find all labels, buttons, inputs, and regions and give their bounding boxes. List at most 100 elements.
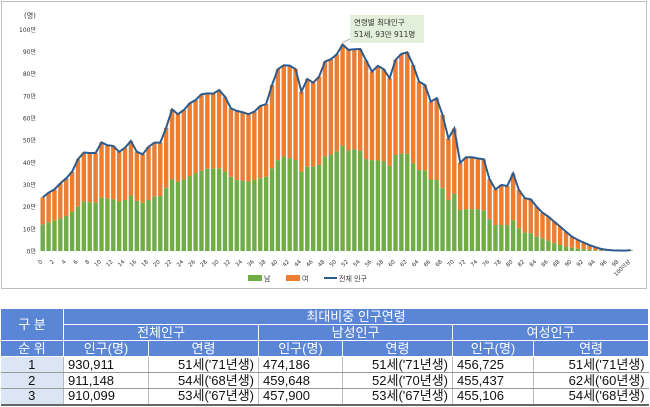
female-bar	[505, 186, 510, 226]
female-bar	[181, 109, 187, 180]
female-bar	[252, 111, 257, 181]
x-tick-label: 54	[352, 259, 362, 269]
legend-male-swatch	[248, 275, 262, 281]
male-bar	[187, 176, 192, 251]
female-bar	[81, 152, 87, 202]
female-bar	[163, 127, 169, 189]
x-tick-label: 94	[588, 259, 598, 269]
female-bar	[216, 90, 222, 169]
male-bar	[116, 201, 122, 251]
x-tick-label: 16	[129, 259, 139, 269]
female-bar	[205, 93, 210, 169]
male-bar	[475, 209, 481, 251]
age-cell: 52세('70년생)	[342, 372, 453, 389]
female-bar	[122, 147, 128, 201]
male-bar	[499, 225, 504, 251]
female-bar	[487, 179, 492, 220]
female-bar	[528, 199, 533, 234]
female-bar	[475, 158, 481, 210]
male-bar	[58, 218, 63, 251]
x-tick-label: 24	[176, 259, 186, 269]
male-bar	[481, 210, 486, 251]
annotation-line1: 연령별 최대인구	[354, 18, 405, 27]
male-bar	[569, 247, 575, 251]
x-tick-label: 90	[564, 259, 574, 269]
population-cell: 474,186	[258, 356, 343, 373]
male-bar	[140, 202, 145, 251]
male-bar	[346, 150, 351, 251]
population-cell: 930,911	[63, 356, 149, 373]
age-cell: 53세('67년생)	[148, 388, 259, 406]
female-bar	[310, 82, 316, 167]
male-bar	[169, 179, 175, 251]
annotation-line2: 51세, 93만 911명	[354, 30, 416, 39]
x-tick-label: 46	[305, 259, 315, 269]
female-bar	[193, 100, 198, 174]
male-bar	[299, 171, 304, 251]
male-bar	[446, 200, 451, 251]
male-bar	[64, 215, 69, 251]
male-bar	[505, 225, 510, 251]
female-bar	[446, 138, 451, 201]
x-tick-label: 98	[611, 259, 621, 269]
male-bar	[240, 180, 245, 251]
male-bar	[128, 195, 134, 251]
male-bar	[452, 194, 457, 251]
x-tick-label: 4	[61, 259, 68, 266]
total-population-line	[42, 43, 631, 252]
age-cell: 51세('71년생)	[148, 356, 259, 373]
age-cell: 54세('68년생)	[532, 388, 649, 406]
x-tick-label: 88	[552, 259, 562, 269]
x-tick-label: 56	[364, 259, 374, 269]
male-bar	[587, 249, 592, 251]
male-bar	[305, 166, 310, 251]
female-bar	[46, 192, 51, 223]
male-bar	[516, 228, 522, 251]
female-bar	[146, 146, 151, 201]
female-bar	[587, 245, 592, 250]
male-bar	[310, 166, 316, 251]
male-bar	[322, 156, 328, 251]
legend-total-label: 전체 인구	[339, 274, 368, 283]
male-bar	[522, 232, 528, 251]
male-bar	[469, 209, 475, 251]
male-bar	[158, 196, 163, 251]
x-tick-label: 26	[188, 259, 198, 269]
y-tick-label: 80만	[23, 70, 37, 78]
age-cell: 54세('68년생)	[148, 372, 259, 389]
legend-male-label: 남	[264, 274, 271, 283]
age-cell: 51세('71년생)	[342, 356, 453, 373]
chart-frame	[1, 1, 647, 289]
header-age: 연령	[148, 340, 259, 357]
male-bar	[193, 173, 198, 251]
male-bar	[546, 240, 551, 251]
female-bar	[593, 247, 598, 251]
x-tick-label: 72	[458, 259, 467, 268]
female-bar	[540, 212, 545, 239]
x-tick-label: 80	[505, 259, 515, 269]
x-tick-label: 78	[494, 259, 504, 269]
female-bar	[316, 76, 322, 165]
female-bar	[334, 54, 339, 152]
header-population: 인구(명)	[258, 340, 343, 357]
female-bar	[64, 178, 69, 216]
male-bar	[463, 209, 469, 251]
female-bar	[258, 106, 263, 179]
table-row: 2 911,148 54세('68년생) 459,648 52세('70년생) …	[0, 372, 649, 389]
rank-cell: 1	[0, 356, 64, 373]
x-tick-label: 20	[153, 259, 163, 269]
female-bar	[158, 142, 163, 197]
female-bar	[369, 71, 375, 161]
x-tick-label: 30	[211, 259, 221, 269]
female-bar	[187, 103, 192, 177]
y-tick-label: 40만	[23, 159, 37, 167]
male-bar	[175, 181, 181, 251]
male-bar	[205, 168, 210, 251]
male-bar	[440, 188, 445, 251]
male-bar	[69, 211, 75, 251]
female-bar	[375, 65, 381, 161]
male-bar	[375, 160, 381, 251]
female-bar	[557, 226, 563, 246]
population-cell: 457,900	[258, 388, 343, 406]
